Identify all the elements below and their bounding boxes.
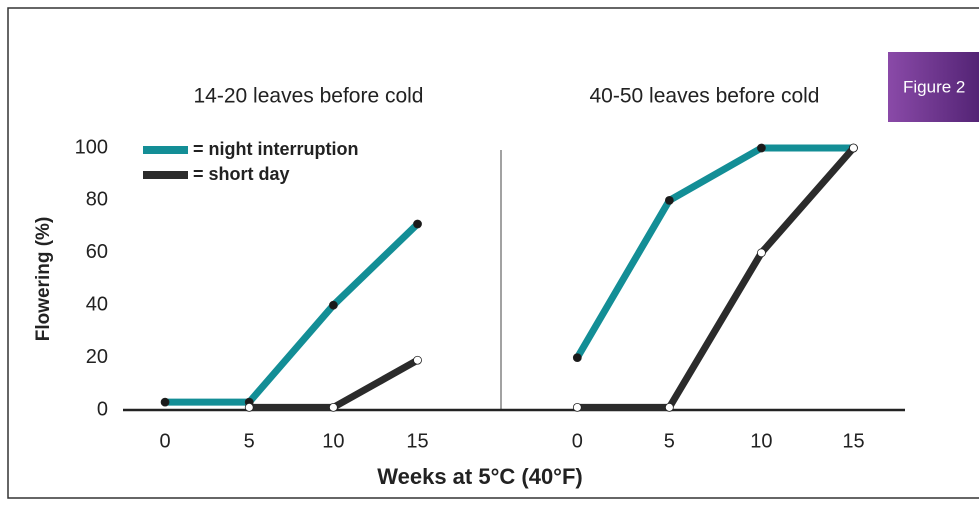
- data-point: [413, 355, 422, 365]
- x-tick-label: 5: [664, 430, 675, 452]
- frame: [7, 7, 979, 499]
- panel-title: 14-20 leaves before cold: [194, 85, 424, 108]
- figure-label: Figure 2: [903, 77, 965, 96]
- legend-label: = night interruption: [193, 139, 358, 159]
- y-axis-label: Flowering (%): [33, 217, 54, 342]
- y-tick-label: 40: [86, 293, 108, 315]
- data-point: [160, 397, 170, 407]
- x-tick-label: 0: [572, 430, 583, 452]
- data-point: [757, 248, 766, 258]
- data-point: [413, 219, 422, 229]
- x-tick-label: 15: [842, 430, 864, 452]
- data-point: [664, 195, 674, 205]
- series-line: [577, 145, 857, 411]
- data-point: [328, 300, 338, 310]
- legend-label: = short day: [193, 164, 290, 184]
- data-point: [757, 143, 766, 153]
- series-line: [574, 144, 854, 360]
- x-tick-label: 10: [750, 430, 772, 452]
- y-tick-label: 100: [75, 136, 108, 158]
- series-line: [249, 357, 420, 411]
- x-tick-label: 0: [160, 430, 171, 452]
- y-tick-label: 80: [86, 189, 108, 211]
- data-point: [244, 402, 254, 412]
- series-line: [165, 221, 420, 406]
- panel-title: 40-50 leaves before cold: [590, 85, 820, 108]
- y-tick-label: 20: [86, 346, 108, 368]
- data-point: [572, 353, 582, 363]
- y-tick-label: 0: [97, 398, 108, 420]
- data-point: [572, 402, 582, 412]
- data-point: [664, 402, 674, 412]
- x-axis-label: Weeks at 5°C (40°F): [377, 464, 583, 489]
- x-tick-label: 10: [322, 430, 344, 452]
- y-tick-label: 60: [86, 241, 108, 263]
- data-point: [328, 402, 338, 412]
- data-point: [849, 143, 858, 153]
- x-tick-label: 5: [244, 430, 255, 452]
- x-tick-label: 15: [406, 430, 428, 452]
- figure-tab: [888, 52, 979, 122]
